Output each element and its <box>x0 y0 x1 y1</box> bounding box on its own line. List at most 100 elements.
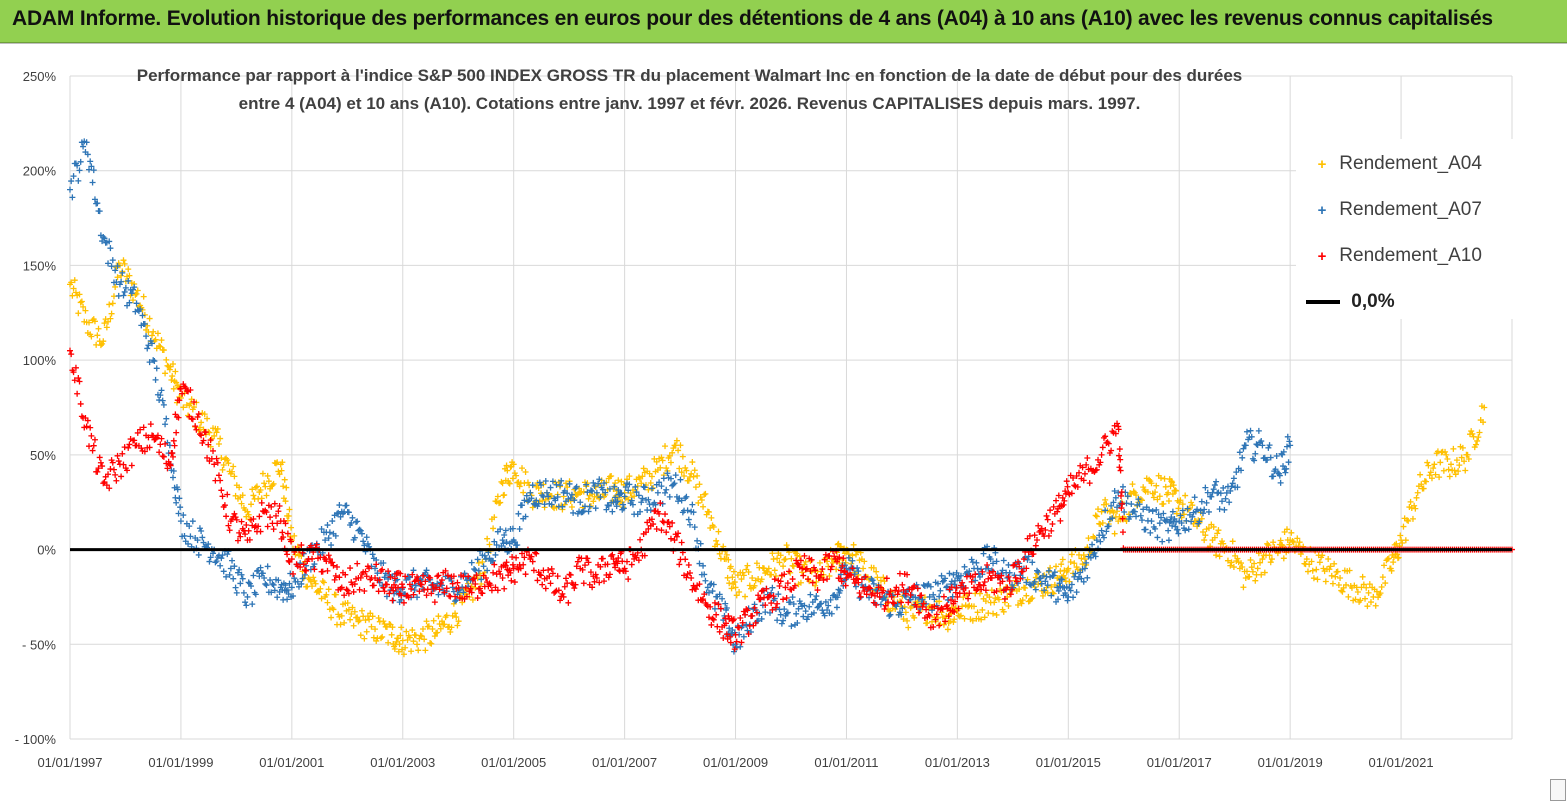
data-point <box>953 569 960 576</box>
data-point <box>1124 493 1131 500</box>
data-point <box>1030 551 1037 558</box>
data-point <box>980 550 987 557</box>
data-point <box>1359 573 1366 580</box>
data-point <box>343 502 350 509</box>
data-point <box>709 588 716 595</box>
data-point <box>690 473 697 480</box>
data-point <box>534 577 541 584</box>
data-point <box>1007 591 1014 598</box>
data-point <box>969 617 976 624</box>
data-point <box>666 523 673 530</box>
data-point <box>931 596 938 603</box>
data-point <box>675 530 682 537</box>
data-point <box>345 509 352 516</box>
data-point <box>628 561 635 568</box>
data-point <box>886 612 893 619</box>
data-point <box>373 561 380 568</box>
data-point <box>1210 486 1217 493</box>
data-point <box>349 514 356 521</box>
data-point <box>202 429 209 436</box>
data-point <box>530 567 537 574</box>
data-point <box>860 565 867 572</box>
data-point <box>1385 555 1392 562</box>
data-point <box>431 599 438 606</box>
data-point <box>841 569 848 576</box>
data-point <box>888 593 895 600</box>
data-point <box>441 589 448 596</box>
data-point <box>171 442 178 449</box>
data-point <box>1170 482 1177 489</box>
data-point <box>1035 522 1042 529</box>
data-point <box>499 574 506 581</box>
data-point <box>87 158 94 165</box>
data-point <box>593 574 600 581</box>
data-point <box>801 602 808 609</box>
data-point <box>656 510 663 517</box>
data-point <box>857 593 864 600</box>
data-point <box>328 614 335 621</box>
data-point <box>663 529 670 536</box>
data-point <box>1280 463 1287 470</box>
data-point <box>251 524 258 531</box>
y-tick-label: 150% <box>23 258 57 273</box>
data-point <box>1185 526 1192 533</box>
data-point <box>509 561 516 568</box>
x-tick-label: 01/01/2003 <box>370 755 435 770</box>
data-point <box>1189 513 1196 520</box>
data-point <box>88 333 95 340</box>
data-point <box>139 312 146 319</box>
data-point <box>940 621 947 628</box>
data-point <box>645 486 652 493</box>
data-point <box>961 563 968 570</box>
data-point <box>1156 520 1163 527</box>
data-point <box>1137 512 1144 519</box>
data-point <box>1424 459 1431 466</box>
data-point <box>220 462 227 469</box>
data-point <box>731 579 738 586</box>
data-point <box>1210 523 1217 530</box>
data-point <box>1062 488 1069 495</box>
resize-handle-icon[interactable] <box>1550 779 1566 801</box>
data-point <box>328 542 335 549</box>
data-point <box>1158 475 1165 482</box>
data-point <box>654 489 661 496</box>
data-point <box>671 480 678 487</box>
data-point <box>924 619 931 626</box>
data-point <box>452 610 459 617</box>
data-point <box>889 599 896 606</box>
data-point <box>925 611 932 618</box>
data-point <box>1239 454 1246 461</box>
data-point <box>450 573 457 580</box>
data-point <box>264 472 271 479</box>
data-point <box>482 574 489 581</box>
data-point <box>107 315 114 322</box>
data-point <box>1015 602 1021 609</box>
data-point <box>523 492 530 499</box>
data-point <box>626 481 633 488</box>
data-point <box>138 445 145 452</box>
data-point <box>780 617 787 624</box>
data-point <box>519 550 526 557</box>
data-point <box>769 550 776 557</box>
data-point <box>126 299 133 306</box>
data-point <box>568 504 575 511</box>
data-point <box>94 200 101 207</box>
data-point <box>749 574 756 581</box>
data-point <box>511 579 518 586</box>
data-point <box>768 600 775 607</box>
data-point <box>461 570 468 577</box>
data-point <box>499 537 506 544</box>
data-point <box>622 483 629 490</box>
data-point <box>589 488 596 495</box>
data-point <box>590 479 597 486</box>
data-point <box>562 480 569 487</box>
data-point <box>737 643 744 650</box>
data-point <box>189 416 196 423</box>
data-point <box>502 527 509 534</box>
data-point <box>1413 494 1420 501</box>
data-point <box>484 567 491 574</box>
data-point <box>1017 575 1024 582</box>
data-point <box>715 601 722 608</box>
data-point <box>361 635 368 642</box>
data-point <box>867 585 874 592</box>
